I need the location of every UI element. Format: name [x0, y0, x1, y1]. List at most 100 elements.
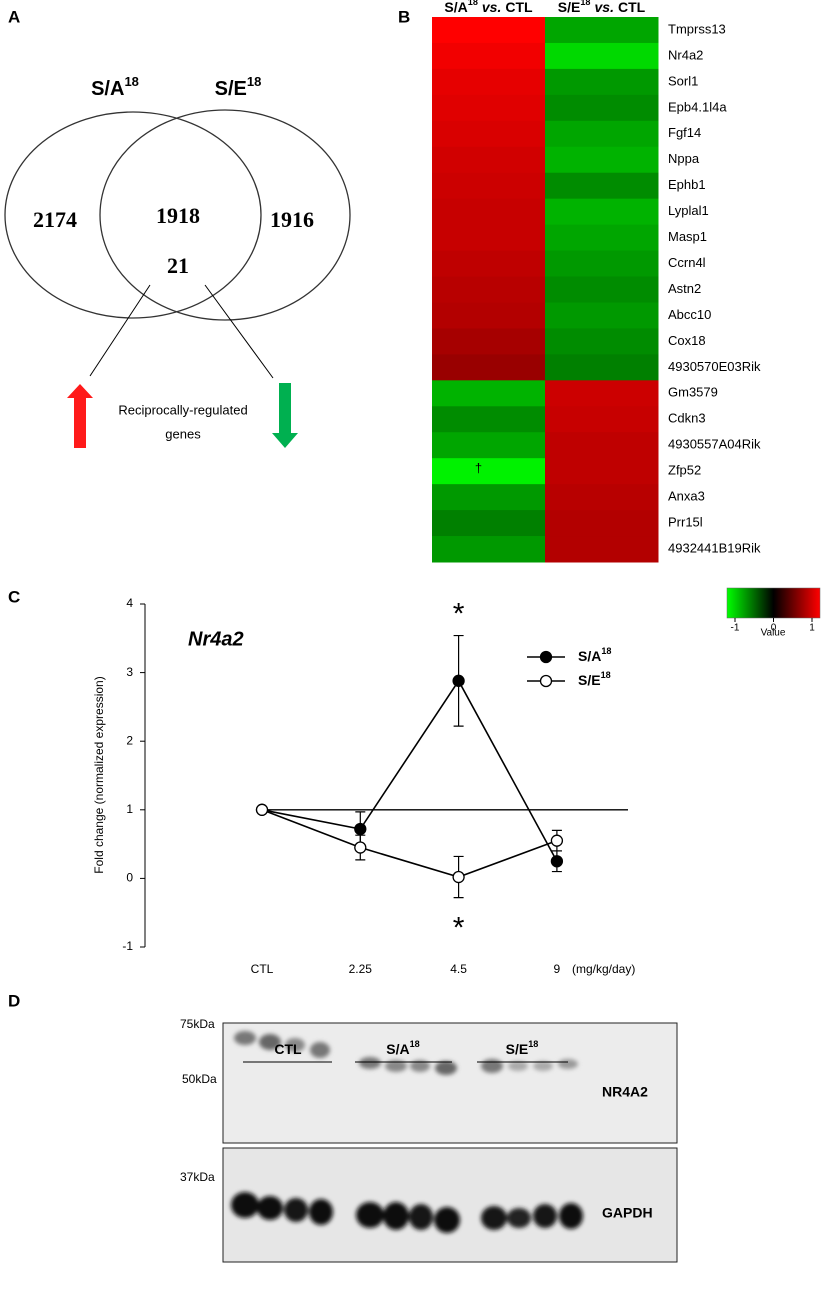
band: [434, 1207, 460, 1233]
heatmap-cell: [545, 172, 659, 200]
set-name-part: S/E: [215, 78, 247, 100]
annotation: Reciprocally-regulated: [118, 402, 247, 417]
colorbar-tick-label: -1: [731, 623, 740, 634]
heatmap-cell: [545, 198, 659, 226]
group-label: S/E18: [506, 1039, 539, 1056]
heatmap-cell: [432, 224, 546, 252]
protein-label: GAPDH: [602, 1205, 653, 1221]
column-header: S/A18 vs. CTL: [444, 0, 533, 15]
x-tick-label: 4.5: [450, 962, 467, 976]
heatmap-cell: [432, 510, 546, 537]
heatmap-cell: [432, 94, 546, 122]
band: [507, 1208, 531, 1228]
pointer-line: [89, 284, 151, 377]
heatmap-cell: [545, 120, 659, 148]
heatmap-cell: [432, 328, 546, 355]
band: [533, 1204, 557, 1228]
set-name-part: 18: [247, 74, 261, 89]
gene-label: Cox18: [668, 333, 706, 348]
data-point: [452, 870, 465, 884]
heatmap-cell: [432, 146, 546, 174]
column-header-part: 18: [468, 0, 478, 7]
gene-label: Gm3579: [668, 385, 718, 400]
venn-circle: [4, 111, 262, 319]
band: [231, 1192, 259, 1218]
data-point: [354, 822, 367, 836]
y-tick-label: 3: [126, 665, 133, 679]
data-point: [550, 855, 564, 868]
heatmap-cell: [545, 68, 659, 96]
band: [409, 1204, 433, 1230]
set-name-part: S/A: [91, 78, 124, 100]
gene-label: Zfp52: [668, 463, 701, 478]
column-header-part: vs.: [595, 0, 614, 15]
panel-label: A: [8, 7, 20, 26]
y-tick-label: 2: [126, 733, 133, 747]
heatmap-cell: [545, 510, 659, 537]
gene-label: Fgf14: [668, 125, 701, 140]
gene-label: Anxa3: [668, 489, 705, 504]
band: [533, 1061, 553, 1071]
heatmap-cell: [432, 42, 546, 70]
gene-label: Ephb1: [668, 177, 706, 192]
heatmap-cell: [545, 17, 659, 44]
x-unit: (mg/kg/day): [572, 962, 635, 976]
colorbar-label: Value: [761, 628, 786, 639]
heatmap-cell: [432, 68, 546, 96]
down-arrow: [272, 383, 298, 448]
band: [285, 1038, 305, 1052]
heatmap-cell: [545, 484, 659, 511]
y-tick-label: 0: [126, 871, 133, 885]
band: [481, 1206, 507, 1230]
band: [558, 1059, 578, 1069]
band: [310, 1042, 330, 1058]
venn-circle: [99, 109, 351, 321]
protein-label: NR4A2: [602, 1084, 648, 1100]
legend-label-part: 18: [601, 670, 611, 680]
mw-marker: 50kDa: [182, 1072, 217, 1086]
y-tick-label: 4: [126, 596, 133, 610]
colorbar: [726, 587, 821, 619]
legend-label: S/A18: [578, 646, 611, 663]
band: [234, 1031, 256, 1045]
group-label: S/A18: [386, 1039, 419, 1056]
y-axis-label: Fold change (normalized expression): [92, 676, 106, 873]
group-label-part: 18: [528, 1039, 538, 1049]
group-label: CTL: [274, 1041, 302, 1057]
gene-label: Abcc10: [668, 307, 711, 322]
group-label-part: S/E: [506, 1041, 529, 1057]
gene-label: Lyplal1: [668, 203, 709, 218]
column-header-part: S/E: [558, 0, 581, 15]
heatmap-cell: [545, 432, 659, 459]
band: [309, 1199, 333, 1225]
heatmap-cell: [545, 146, 659, 174]
x-tick-label: 9: [554, 962, 561, 976]
band: [356, 1202, 384, 1228]
gene-label: 4930557A04Rik: [668, 437, 761, 452]
heatmap-cell: [545, 42, 659, 70]
column-header-part: vs.: [482, 0, 501, 15]
gene-label: Nr4a2: [668, 47, 703, 62]
band: [383, 1202, 409, 1230]
line-chart: -1 0 1 2 3 4 CTL 2.25 4.5 9 (mg/kg/day) Fold change…: [92, 596, 635, 976]
heatmap-cell: [545, 406, 659, 433]
legend-marker: [539, 674, 553, 688]
y-tick-label: -1: [122, 939, 133, 953]
gene-label: Astn2: [668, 281, 701, 296]
panel-label: D: [8, 991, 20, 1010]
x-tick-label: 2.25: [349, 962, 373, 976]
set-name: S/E18: [215, 74, 262, 100]
legend-marker: [539, 650, 553, 664]
gene-label: Masp1: [668, 229, 707, 244]
gene-label: Cdkn3: [668, 411, 706, 426]
gene-label: 4932441B19Rik: [668, 540, 761, 555]
heatmap-cell: [432, 17, 546, 44]
gene-label: Tmprss13: [668, 21, 726, 36]
venn-count: 1918: [156, 203, 200, 228]
up-arrow: [67, 384, 93, 448]
chart-title: Nr4a2: [188, 628, 244, 650]
column-header-part: CTL: [505, 0, 533, 15]
heatmap-cell: [545, 354, 659, 381]
heatmap-cell: [545, 458, 659, 485]
column-header-part: 18: [580, 0, 590, 7]
